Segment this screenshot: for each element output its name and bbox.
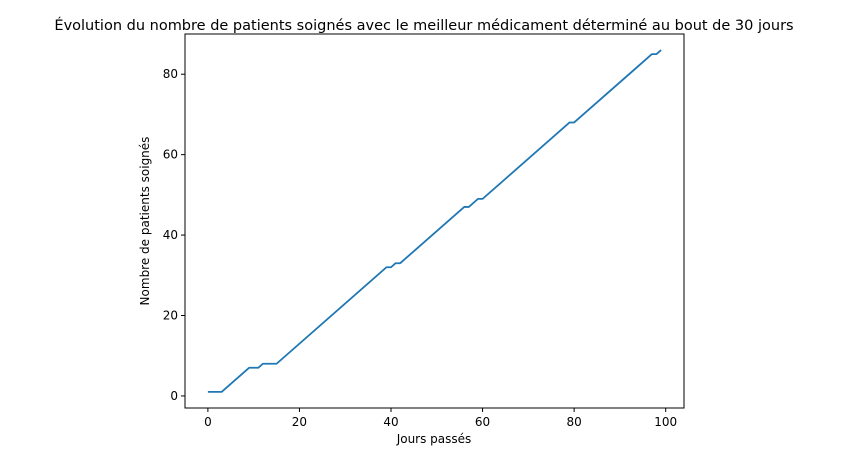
y-tick-label: 60	[163, 148, 178, 162]
y-tick-label: 20	[163, 309, 178, 323]
x-tick-label: 100	[654, 415, 677, 429]
x-tick-label: 0	[204, 415, 212, 429]
y-tick-label: 80	[163, 67, 178, 81]
x-tick-label: 80	[566, 415, 581, 429]
chart-title: Évolution du nombre de patients soignés …	[54, 17, 793, 34]
x-tick-label: 40	[383, 415, 398, 429]
y-tick-label: 0	[170, 389, 178, 403]
series-line	[207, 49, 662, 393]
x-tick-label: 60	[475, 415, 490, 429]
y-axis-label: Nombre de patients soignés	[138, 137, 152, 306]
y-tick-label: 40	[163, 228, 178, 242]
x-axis-label: Jours passés	[396, 432, 472, 446]
x-tick-label: 20	[292, 415, 307, 429]
plot-frame	[184, 33, 685, 409]
plot-area: 0 20 40 60 80 100 0 20 40 60 80	[163, 49, 677, 429]
